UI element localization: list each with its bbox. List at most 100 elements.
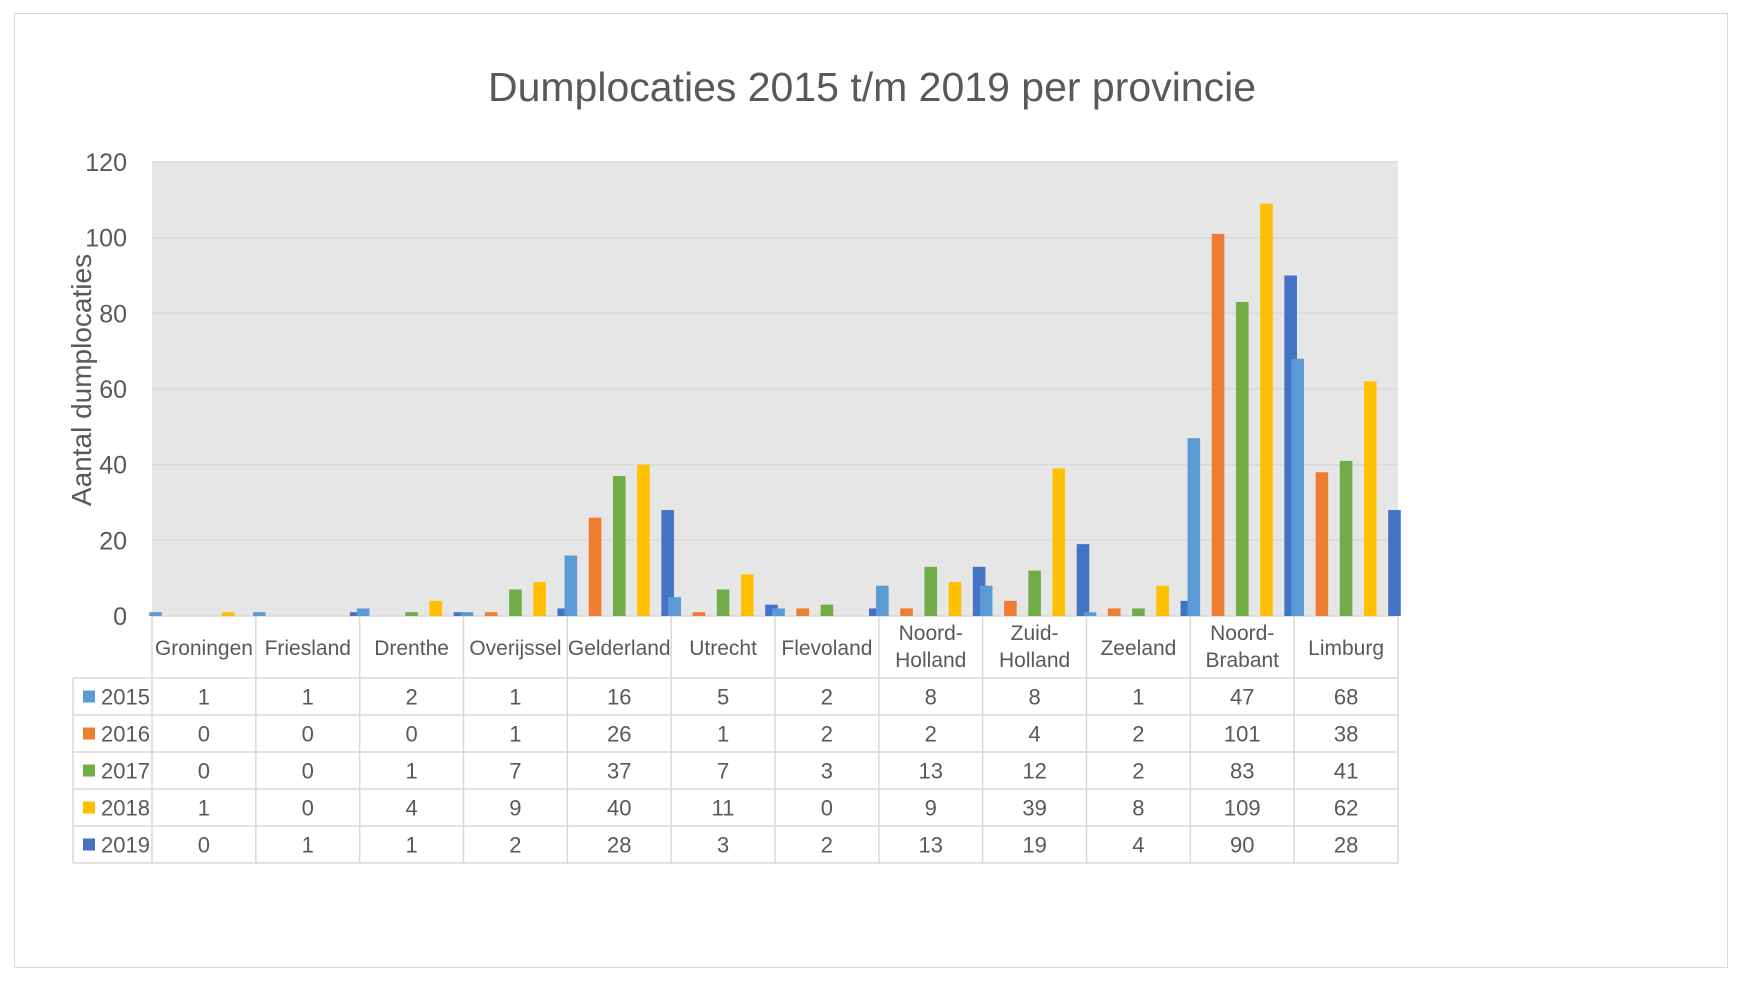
bar-2017-limburg bbox=[1339, 460, 1353, 616]
bar-2017-gelderland bbox=[612, 476, 626, 616]
table-cell: 8 bbox=[1028, 685, 1040, 710]
table-cell: 0 bbox=[302, 722, 314, 747]
table-cell: 0 bbox=[821, 796, 833, 821]
y-tick-label: 40 bbox=[99, 452, 127, 480]
legend-key-2016 bbox=[83, 727, 95, 740]
bar-2019-friesland bbox=[349, 612, 363, 616]
table-cell: 109 bbox=[1224, 796, 1261, 821]
bar-2017-drenthe bbox=[405, 612, 418, 616]
table-cell: 41 bbox=[1334, 759, 1358, 784]
chart-title: Dumplocaties 2015 t/m 2019 per provincie bbox=[487, 64, 1257, 110]
bar-2017-zeeland bbox=[1132, 608, 1145, 616]
table-cell: 1 bbox=[1132, 685, 1144, 710]
table-cell: 3 bbox=[717, 833, 729, 858]
y-axis-label: Aantal dumplocaties bbox=[66, 254, 97, 506]
table-cell: 0 bbox=[198, 759, 210, 784]
table-cell: 4 bbox=[1028, 722, 1040, 747]
table-cell: 1 bbox=[198, 796, 210, 821]
bar-2016-overijssel bbox=[484, 612, 498, 616]
bar-2019-drenthe bbox=[453, 612, 467, 616]
table-cell: 12 bbox=[1022, 759, 1046, 784]
bar-2016-flevoland bbox=[796, 608, 810, 616]
table-cell: 19 bbox=[1022, 833, 1046, 858]
bar-2017-utrecht bbox=[716, 589, 730, 616]
table-cell: 68 bbox=[1334, 685, 1358, 710]
table-cell: 2 bbox=[1132, 722, 1144, 747]
bar-2017-flevoland bbox=[820, 604, 834, 616]
bar-2016-zuid-holland bbox=[1004, 600, 1017, 616]
table-cell: 7 bbox=[717, 759, 729, 784]
table-cell: 26 bbox=[607, 722, 631, 747]
table-cell: 2 bbox=[925, 722, 937, 747]
x-tick-label: Limburg bbox=[1308, 637, 1384, 660]
legend-key-2017 bbox=[83, 764, 95, 777]
table-cell: 4 bbox=[1132, 833, 1144, 858]
x-tick-label: Noord-Holland bbox=[895, 622, 966, 672]
table-cell: 11 bbox=[712, 796, 735, 821]
table-cell: 1 bbox=[405, 759, 417, 784]
table-cell: 13 bbox=[919, 759, 943, 784]
legend-label: 2016 bbox=[101, 722, 150, 747]
bar-2018-limburg bbox=[1363, 381, 1377, 616]
bar-2015-utrecht bbox=[668, 597, 681, 616]
table-cell: 0 bbox=[198, 722, 210, 747]
bar-2015-noord-brabant bbox=[1187, 438, 1201, 616]
chart-frame: Dumplocaties 2015 t/m 2019 per provincie… bbox=[14, 13, 1728, 968]
table-cell: 28 bbox=[1334, 833, 1358, 858]
x-tick-label: Flevoland bbox=[781, 637, 872, 660]
bar-2015-friesland bbox=[253, 612, 266, 616]
bar-2017-noord-holland bbox=[924, 566, 938, 616]
table-cell: 38 bbox=[1334, 722, 1358, 747]
table-cell: 40 bbox=[607, 796, 631, 821]
bar-2018-zuid-holland bbox=[1052, 468, 1066, 616]
table-cell: 2 bbox=[821, 722, 833, 747]
x-tick-label: Zuid-Holland bbox=[999, 622, 1070, 672]
bar-2017-zuid-holland bbox=[1028, 570, 1041, 616]
x-tick-label: Utrecht bbox=[689, 637, 757, 660]
legend-key-2015 bbox=[83, 690, 95, 703]
bar-2018-drenthe bbox=[429, 600, 443, 616]
bar-2019-utrecht bbox=[765, 604, 778, 616]
x-tick-label: Overijssel bbox=[469, 637, 561, 660]
bar-2015-overijssel bbox=[460, 612, 474, 616]
legend-key-2018 bbox=[83, 801, 95, 814]
bar-2018-gelderland bbox=[637, 464, 650, 616]
x-tick-label: Drenthe bbox=[374, 637, 449, 660]
table-cell: 1 bbox=[198, 685, 210, 710]
table-cell: 3 bbox=[821, 759, 833, 784]
table-cell: 47 bbox=[1230, 685, 1254, 710]
table-cell: 16 bbox=[607, 685, 631, 710]
table-cell: 0 bbox=[302, 759, 314, 784]
table-cell: 37 bbox=[607, 759, 631, 784]
x-tick-label: Groningen bbox=[155, 637, 253, 660]
table-cell: 90 bbox=[1230, 833, 1254, 858]
table-cell: 2 bbox=[1132, 759, 1144, 784]
legend-label: 2018 bbox=[101, 796, 150, 821]
legend-label: 2015 bbox=[101, 685, 150, 710]
table-cell: 2 bbox=[509, 833, 521, 858]
bar-2019-overijssel bbox=[557, 608, 571, 616]
bar-2017-overijssel bbox=[509, 589, 522, 616]
legend-key-2019 bbox=[83, 838, 95, 851]
bar-2015-zeeland bbox=[1083, 612, 1097, 616]
table-cell: 1 bbox=[509, 722, 521, 747]
y-tick-label: 120 bbox=[85, 149, 127, 177]
bar-2016-noord-holland bbox=[900, 608, 913, 616]
y-tick-label: 100 bbox=[85, 225, 127, 253]
bar-2016-zeeland bbox=[1107, 608, 1121, 616]
table-cell: 9 bbox=[925, 796, 937, 821]
table-cell: 13 bbox=[919, 833, 943, 858]
x-tick-label: Noord-Brabant bbox=[1205, 622, 1279, 672]
x-tick-label: Friesland bbox=[265, 637, 351, 660]
bar-2016-noord-brabant bbox=[1211, 233, 1225, 616]
legend-label: 2017 bbox=[101, 759, 150, 784]
table-cell: 7 bbox=[509, 759, 521, 784]
bar-2016-limburg bbox=[1315, 472, 1329, 616]
bar-2019-zuid-holland bbox=[1076, 544, 1090, 616]
bar-2019-limburg bbox=[1388, 510, 1401, 616]
table-cell: 28 bbox=[607, 833, 631, 858]
table-cell: 2 bbox=[821, 833, 833, 858]
table-cell: 5 bbox=[717, 685, 729, 710]
y-tick-label: 80 bbox=[99, 300, 127, 328]
